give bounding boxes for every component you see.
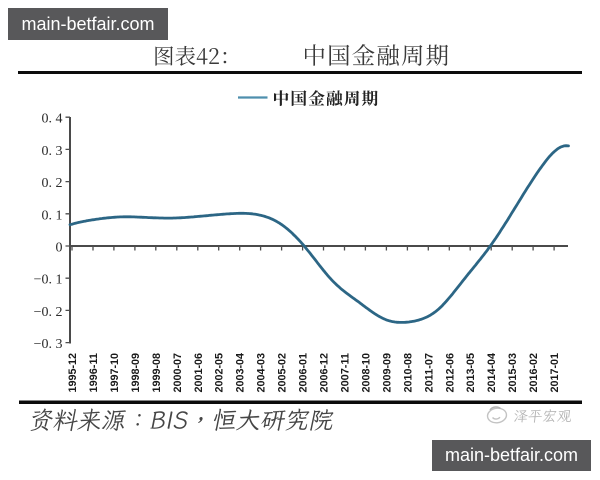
svg-text:2014-04: 2014-04 xyxy=(486,352,498,392)
svg-text:2005-02: 2005-02 xyxy=(277,353,289,393)
svg-text:0. 4: 0. 4 xyxy=(42,112,63,127)
svg-text:2012-06: 2012-06 xyxy=(444,353,456,393)
svg-text:1996-11: 1996-11 xyxy=(88,353,100,393)
svg-text:−0. 2: −0. 2 xyxy=(34,305,63,320)
svg-text:2009-09: 2009-09 xyxy=(381,353,393,393)
svg-text:1998-09: 1998-09 xyxy=(130,353,142,393)
svg-text:1995-12: 1995-12 xyxy=(67,353,79,393)
svg-text:1997-10: 1997-10 xyxy=(109,353,121,393)
svg-text:2016-02: 2016-02 xyxy=(528,353,540,393)
svg-text:−0. 1: −0. 1 xyxy=(34,273,63,288)
svg-text:2000-07: 2000-07 xyxy=(172,353,184,393)
svg-text:2015-03: 2015-03 xyxy=(507,353,519,393)
svg-text:−0. 3: −0. 3 xyxy=(34,337,63,352)
svg-text:1999-08: 1999-08 xyxy=(151,353,163,393)
svg-text:2008-10: 2008-10 xyxy=(360,353,372,393)
svg-text:2006-12: 2006-12 xyxy=(319,353,331,393)
svg-text:2010-08: 2010-08 xyxy=(402,353,414,393)
svg-text:0: 0 xyxy=(56,241,63,256)
svg-text:0. 3: 0. 3 xyxy=(42,144,63,159)
svg-text:0. 1: 0. 1 xyxy=(42,208,63,223)
svg-text:2013-05: 2013-05 xyxy=(465,353,477,393)
svg-text:2003-04: 2003-04 xyxy=(235,352,247,392)
svg-text:2011-07: 2011-07 xyxy=(423,353,435,393)
svg-text:2001-06: 2001-06 xyxy=(193,353,205,393)
svg-text:2002-05: 2002-05 xyxy=(214,353,226,393)
svg-text:2006-01: 2006-01 xyxy=(298,353,310,393)
svg-text:2004-03: 2004-03 xyxy=(256,353,268,393)
svg-text:2007-11: 2007-11 xyxy=(340,353,352,393)
svg-text:2017-01: 2017-01 xyxy=(549,353,561,393)
svg-text:0. 2: 0. 2 xyxy=(42,176,63,191)
